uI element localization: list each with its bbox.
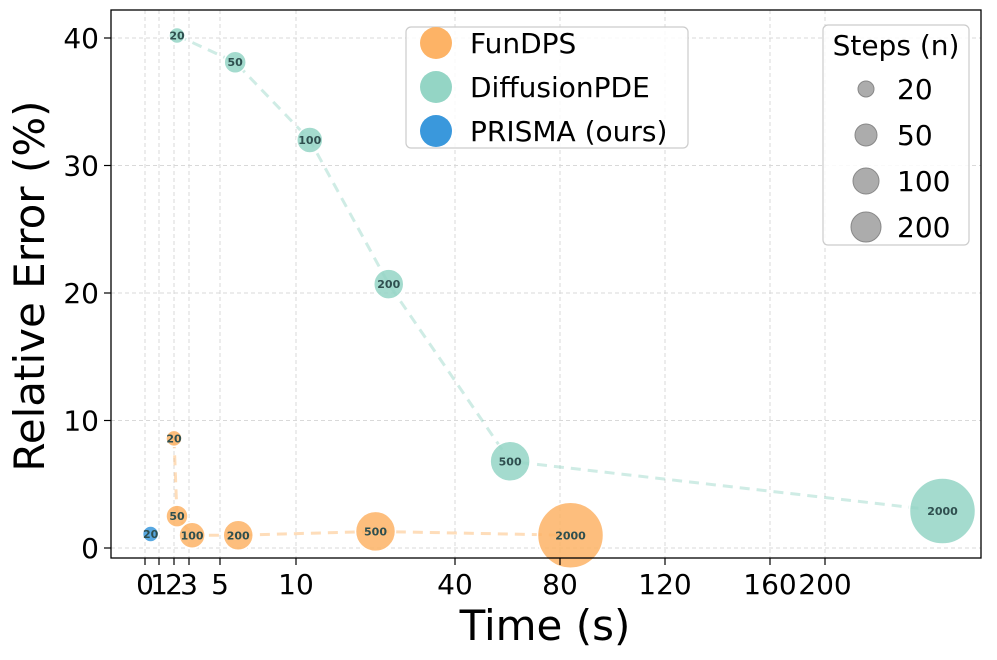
point-marker: [165, 429, 183, 448]
x-tick-label: 40: [437, 568, 473, 601]
point-steps-label: 100: [181, 529, 204, 542]
point-marker: [489, 440, 531, 483]
y-axis-label: Relative Error (%): [5, 100, 54, 471]
point-steps-label: 200: [227, 529, 250, 542]
x-tick-label: 2: [165, 568, 183, 601]
y-axis-ticks: 0 10 20 30 40: [63, 22, 111, 565]
point-marker: [354, 510, 397, 553]
x-tick-label: 200: [798, 568, 851, 601]
data-points: 20 50 100 200 500 2000 20 50 100 200 500 2000 20: [141, 26, 977, 569]
legend-marker: [420, 71, 452, 103]
x-tick-label: 3: [180, 568, 198, 601]
point-steps-label: 100: [298, 134, 321, 147]
legend-marker: [420, 115, 452, 147]
x-tick-label: 0: [136, 568, 154, 601]
size-legend-marker: [854, 123, 878, 147]
point-marker: [536, 501, 605, 569]
y-tick-label: 20: [63, 277, 99, 310]
y-tick-label: 30: [63, 150, 99, 183]
point-marker: [222, 519, 254, 551]
point-marker: [165, 504, 189, 528]
legend-label: FunDPS: [470, 27, 576, 60]
legend-label: DiffusionPDE: [470, 71, 650, 104]
legend-box: [405, 26, 689, 149]
size-legend-label: 200: [897, 211, 950, 244]
y-tick-label: 0: [81, 532, 99, 565]
point-steps-label: 200: [377, 278, 400, 291]
size-legend-marker: [850, 211, 882, 243]
point-marker: [178, 521, 206, 549]
x-tick-label: 160: [743, 568, 796, 601]
x-axis-label: Time (s): [459, 601, 631, 650]
size-legend-title: Steps (n): [833, 29, 960, 62]
steps-size-legend: Steps (n) 20 50 100 200: [822, 24, 970, 246]
point-steps-label: 50: [228, 56, 244, 69]
plot-area-frame: [110, 9, 982, 559]
x-tick-label: 80: [542, 568, 578, 601]
size-legend-label: 20: [897, 73, 933, 106]
point-marker: [373, 268, 405, 300]
y-tick-label: 40: [63, 22, 99, 55]
y-tick-label: 10: [63, 405, 99, 438]
series-legend: FunDPS DiffusionPDE PRISMA (ours): [405, 26, 689, 149]
point-marker: [223, 50, 247, 74]
point-steps-label: 50: [169, 510, 185, 523]
x-tick-label: 120: [638, 568, 691, 601]
point-marker: [908, 477, 977, 545]
x-tick-label: 10: [278, 568, 314, 601]
legend-label: PRISMA (ours): [470, 115, 667, 148]
point-steps-label: 2000: [927, 505, 958, 518]
point-marker: [168, 26, 186, 45]
point-marker: [141, 525, 160, 543]
point-steps-label: 2000: [555, 529, 586, 542]
point-steps-label: 20: [169, 29, 185, 42]
series-line-0: [172, 438, 571, 537]
size-legend-marker: [857, 80, 875, 98]
point-marker: [296, 126, 324, 154]
size-legend-label: 100: [897, 165, 950, 198]
point-steps-label: 500: [499, 455, 522, 468]
x-tick-label: 1: [150, 568, 168, 601]
point-steps-label: 20: [143, 528, 159, 541]
legend-marker: [420, 27, 452, 59]
point-steps-label: 500: [364, 525, 387, 538]
x-tick-label: 5: [211, 568, 229, 601]
point-steps-label: 20: [166, 432, 182, 445]
size-legend-marker: [852, 167, 880, 195]
size-legend-label: 50: [897, 119, 933, 152]
